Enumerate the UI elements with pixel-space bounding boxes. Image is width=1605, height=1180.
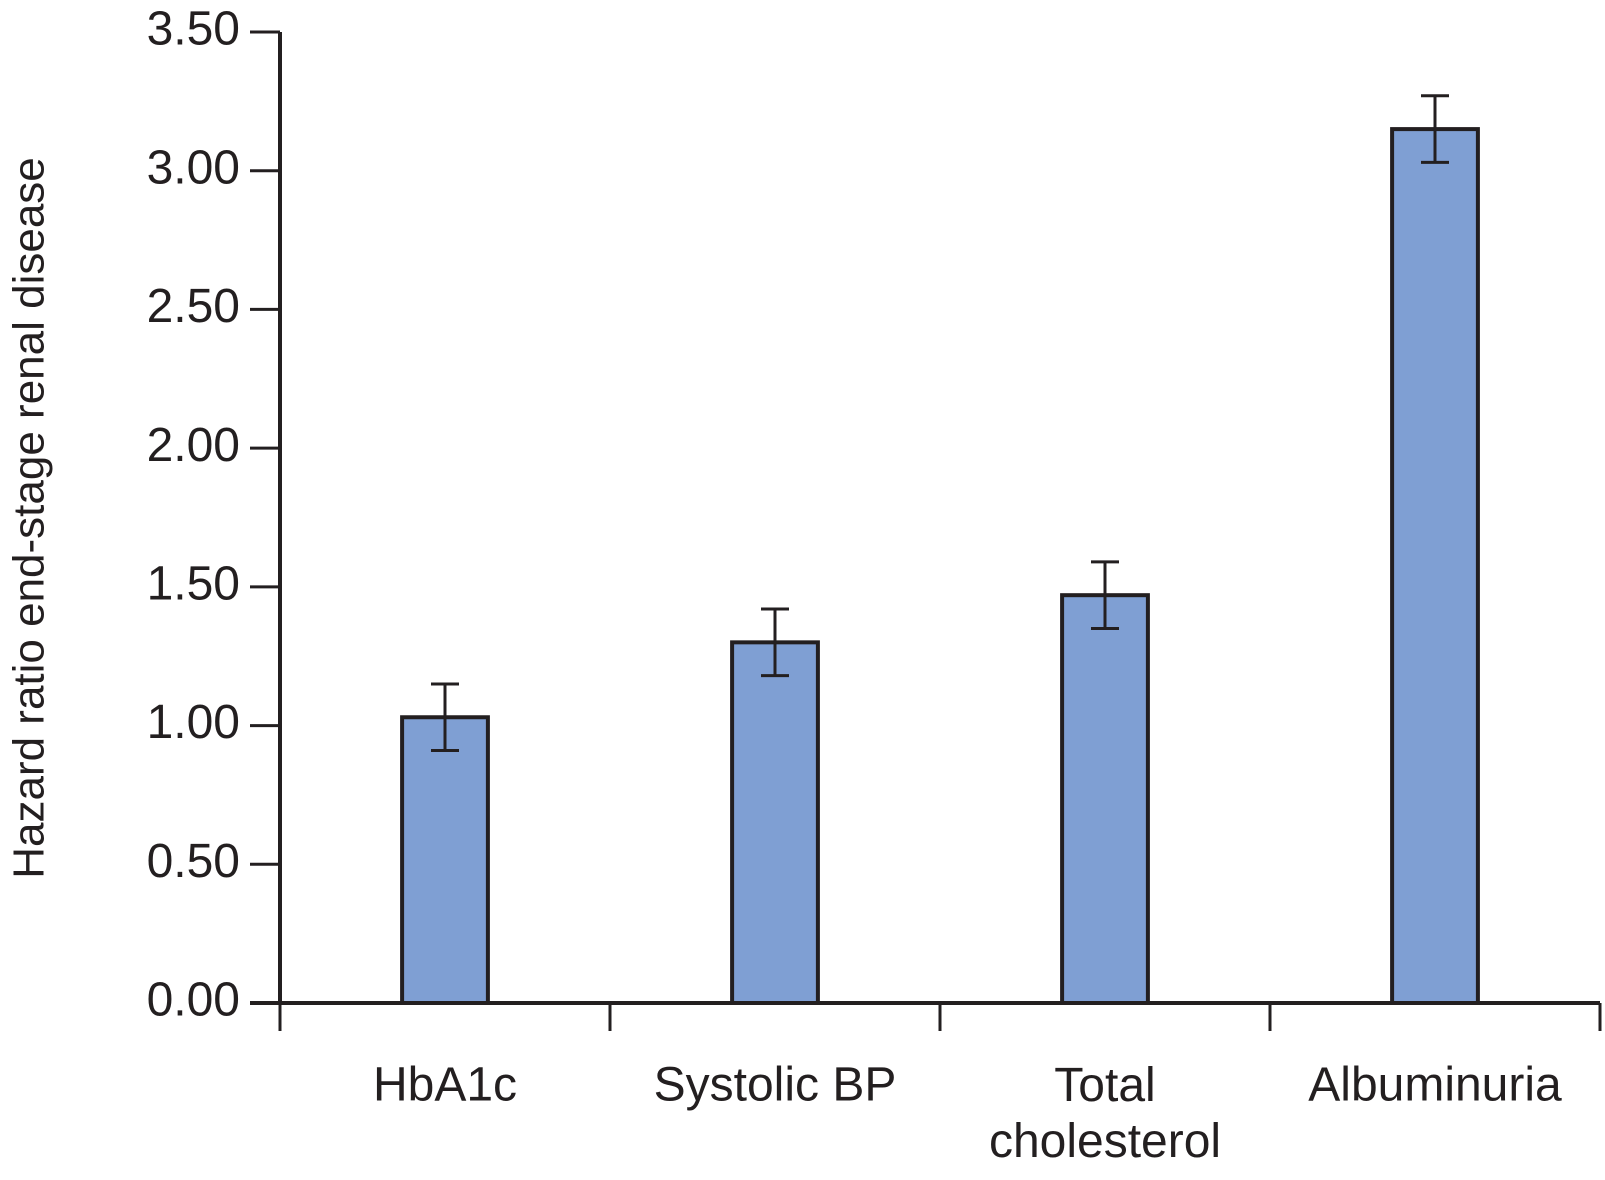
y-tick-label: 1.50: [147, 558, 240, 611]
y-tick-label: 3.50: [147, 3, 240, 56]
error-bar: [761, 607, 789, 678]
y-tick-label: 0.00: [147, 974, 240, 1027]
x-tick-label: Albuminuria: [1308, 1059, 1562, 1112]
x-tick-label: Total cholesterol: [989, 1059, 1221, 1168]
bar: [1390, 127, 1480, 1006]
error-bar: [1091, 560, 1119, 630]
bar: [400, 715, 490, 1006]
error-bar: [1421, 94, 1449, 164]
y-tick-label: 3.00: [147, 141, 240, 194]
x-tick-label-line: cholesterol: [989, 1115, 1221, 1168]
y-tick-label: 0.50: [147, 835, 240, 888]
y-tick-label: 1.00: [147, 696, 240, 749]
y-axis-title: Hazard ratio end-stage renal disease: [5, 157, 54, 879]
bar: [730, 640, 820, 1005]
error-bar: [431, 682, 459, 753]
x-tick-label-line: Total: [1054, 1059, 1155, 1112]
bar: [1060, 593, 1150, 1005]
x-tick-label: Systolic BP: [654, 1059, 897, 1112]
y-tick-label: 2.50: [147, 280, 240, 333]
x-tick-label: HbA1c: [373, 1059, 517, 1112]
y-tick-label: 2.00: [147, 419, 240, 472]
